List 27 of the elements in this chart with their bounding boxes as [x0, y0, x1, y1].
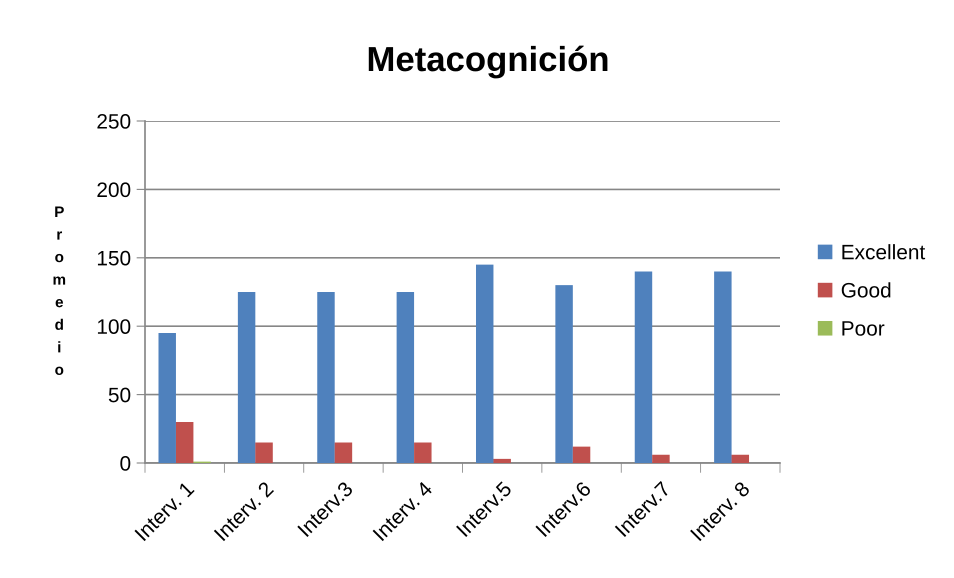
y-tick-label: 150: [98, 250, 130, 266]
bar: [158, 333, 176, 463]
bar: [238, 292, 256, 463]
bar: [732, 454, 750, 463]
bar: [493, 458, 511, 463]
chart-title: Metacognición: [368, 46, 608, 78]
legend-label: Good: [842, 282, 890, 298]
y-tick-label: 100: [98, 319, 130, 334]
bar: [176, 422, 194, 463]
bar: [317, 292, 335, 463]
bar: [555, 285, 573, 463]
y-axis-title: Promedio: [53, 206, 66, 376]
bar: [255, 442, 273, 463]
y-tick-label: 0: [120, 456, 130, 471]
bar: [396, 292, 414, 463]
bar: [334, 442, 352, 463]
bar: [714, 271, 732, 463]
legend-label: Poor: [842, 321, 884, 336]
bar: [634, 271, 652, 463]
y-tick-label: 200: [97, 182, 130, 198]
bar: [652, 454, 670, 463]
bar: [476, 264, 494, 463]
bar: [414, 442, 432, 463]
bar: [572, 446, 590, 463]
y-tick-label: 50: [108, 388, 130, 402]
y-tick-label: 250: [97, 114, 130, 129]
legend-label: Excellent: [842, 244, 926, 260]
